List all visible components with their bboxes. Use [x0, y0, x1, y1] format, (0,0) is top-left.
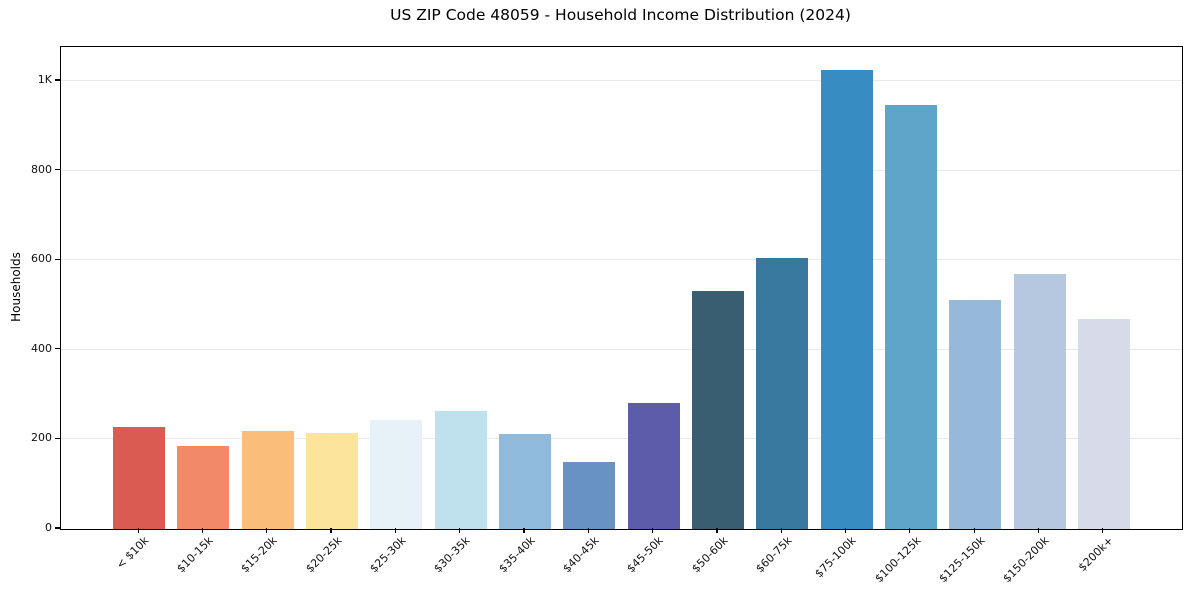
xtick-mark-$10-15k	[201, 528, 204, 533]
bar-< $10k	[113, 426, 166, 529]
xtick-mark-$25-30k	[394, 528, 396, 533]
ytick-label-600: 600	[31, 252, 52, 266]
xtick-label-$100-125k: $100-125k	[871, 534, 924, 586]
ytick-mark-0	[55, 527, 60, 529]
bar-$60-75k	[756, 258, 809, 529]
xtick-label-$30-35k: $30-35k	[431, 534, 473, 576]
ytick-label-200: 200	[31, 431, 52, 445]
xtick-mark-$20-25k	[330, 528, 332, 533]
bar-$15-20k	[241, 430, 294, 529]
xtick-label-$25-30k: $25-30k	[367, 534, 409, 576]
xtick-label-$200k+: $200k+	[1076, 534, 1117, 575]
ytick-label-1K: 1K	[37, 73, 52, 87]
xtick-label-$20-25k: $20-25k	[303, 534, 345, 576]
xtick-label-$60-75k: $60-75k	[753, 534, 795, 576]
bar-$125-150k	[949, 299, 1002, 529]
bar-$40-45k	[563, 461, 616, 529]
xtick-mark-$40-45k	[587, 528, 589, 533]
bar-$20-25k	[306, 433, 359, 529]
gridline-y1000	[61, 80, 1182, 82]
gridline-y800	[61, 169, 1182, 171]
xtick-mark-$35-40k	[523, 528, 525, 533]
xtick-label-$150-200k: $150-200k	[1000, 534, 1052, 586]
ytick-label-400: 400	[31, 341, 52, 355]
chart-title: US ZIP Code 48059 - Household Income Dis…	[390, 6, 851, 24]
ytick-mark-400	[55, 348, 60, 350]
xtick-label-$125-150k: $125-150k	[936, 534, 988, 586]
ytick-label-0: 0	[45, 521, 52, 534]
bar-$35-40k	[499, 434, 552, 529]
plot-area	[60, 46, 1183, 530]
bar-$200k+	[1077, 319, 1130, 529]
xtick-mark-< $10k	[137, 528, 139, 533]
bar-$75-100k	[820, 69, 873, 529]
xtick-mark-$60-75k	[780, 528, 782, 533]
bar-$150-200k	[1013, 273, 1066, 529]
bar-$45-50k	[627, 403, 680, 529]
xtick-mark-$30-35k	[459, 528, 461, 533]
xtick-label-$50-60k: $50-60k	[688, 534, 731, 576]
xtick-mark-$45-50k	[652, 528, 654, 533]
gridline-y600	[61, 259, 1182, 261]
bar-$30-35k	[434, 410, 487, 529]
bar-$100-125k	[884, 105, 937, 529]
xtick-mark-$100-125k	[909, 528, 911, 533]
bar-$10-15k	[177, 446, 230, 529]
xtick-mark-$200k+	[1102, 528, 1104, 533]
ytick-label-800: 800	[31, 162, 52, 176]
xtick-label-$35-40k: $35-40k	[495, 534, 538, 576]
gridline-y400	[61, 348, 1182, 350]
xtick-label-$10-15k: $10-15k	[174, 534, 216, 576]
xtick-mark-$15-20k	[266, 528, 268, 533]
xtick-label-$15-20k: $15-20k	[238, 534, 280, 576]
ytick-mark-1K	[55, 79, 60, 81]
ytick-mark-800	[55, 169, 60, 171]
xtick-label-< $10k: < $10k	[113, 534, 152, 572]
xtick-label-$40-45k: $40-45k	[560, 534, 602, 576]
bar-$50-60k	[691, 290, 744, 529]
gridline-y200	[61, 438, 1182, 440]
xtick-mark-$125-150k	[973, 528, 975, 533]
xtick-label-$75-100k: $75-100k	[812, 534, 859, 581]
bar-$25-30k	[370, 420, 423, 529]
ytick-mark-200	[55, 437, 60, 439]
ytick-mark-600	[55, 258, 60, 260]
xtick-mark-$150-200k	[1037, 528, 1040, 533]
xtick-mark-$75-100k	[844, 528, 847, 533]
xtick-mark-$50-60k	[716, 528, 718, 533]
xtick-label-$45-50k: $45-50k	[624, 534, 666, 576]
